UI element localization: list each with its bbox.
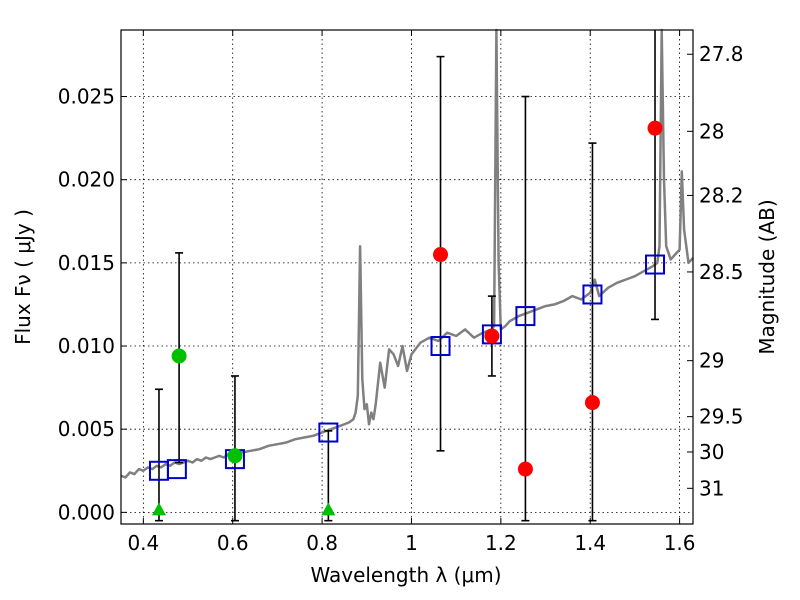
y-tick-label: 0.005	[58, 417, 115, 441]
plot-frame	[120, 29, 694, 525]
magnitude-tick-label: 28.5	[699, 260, 744, 284]
data-point-circle	[517, 461, 533, 477]
x-tick-label: 1.6	[664, 531, 696, 555]
upper-limit-triangle	[321, 502, 336, 516]
data-point-circle	[171, 348, 187, 364]
model-point-square	[645, 254, 666, 275]
y-axis-ticks: 0.000 0.005 0.010 0.015 0.020 0.025	[58, 85, 127, 524]
model-point-square	[318, 422, 339, 443]
model-point-square	[515, 306, 536, 327]
magnitude-tick-label: 28.2	[699, 183, 744, 207]
upper-limit-triangle	[151, 502, 166, 516]
data-point-circle	[584, 395, 600, 411]
x-tick-label: 1.4	[574, 531, 606, 555]
model-point-square	[166, 459, 187, 480]
y-tick-label: 0.000	[58, 500, 115, 524]
spectrum-line	[120, 28, 694, 479]
y-tick-label: 0.010	[58, 334, 115, 358]
magnitude-tick-label: 29.5	[699, 405, 744, 429]
error-bars	[154, 30, 660, 522]
x-axis-label: Wavelength λ (μm)	[310, 563, 501, 587]
plot-background	[121, 30, 693, 524]
y-tick-label: 0.015	[58, 251, 115, 275]
grid	[121, 30, 693, 524]
model-point-square	[430, 336, 451, 357]
model-point-square	[582, 284, 603, 305]
right-axis-label: Magnitude (AB)	[755, 199, 779, 354]
magnitude-tick-label: 27.8	[699, 42, 744, 66]
x-tick-label: 0.4	[127, 531, 159, 555]
template-spectrum	[120, 28, 694, 479]
x-axis-ticks: 0.4 0.6 0.8 1 1.2 1.4 1.6	[127, 30, 696, 555]
x-tick-label: 0.8	[306, 531, 338, 555]
data-point-circle	[484, 328, 500, 344]
magnitude-tick-label: 31	[699, 476, 724, 500]
magnitude-tick-label: 30	[699, 440, 724, 464]
magnitude-tick-label: 29	[699, 349, 724, 373]
x-tick-label: 1	[405, 531, 418, 555]
magnitude-tick-label: 28	[699, 119, 724, 143]
data-point-circle	[433, 247, 449, 263]
magnitude-axis-ticks: 27.8 28 28.2 28.5 29 29.5 30 31	[687, 42, 744, 500]
y-axis-label: Flux Fν ( μJy )	[11, 209, 35, 345]
x-tick-label: 0.6	[217, 531, 249, 555]
data-point-circle	[227, 448, 243, 464]
y-tick-label: 0.025	[58, 85, 115, 109]
y-tick-label: 0.020	[58, 168, 115, 192]
x-tick-label: 1.2	[485, 531, 517, 555]
data-point-circle	[647, 120, 663, 136]
data-markers	[148, 120, 666, 516]
